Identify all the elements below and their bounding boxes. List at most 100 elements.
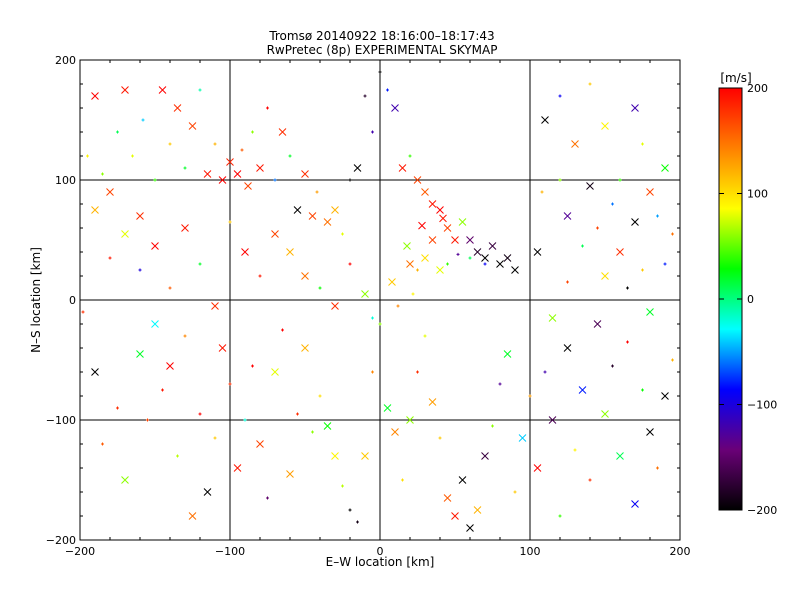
data-point [161,388,164,392]
marker-cross [428,398,437,406]
marker-plus [491,424,494,428]
marker-plus [168,142,172,146]
data-point [244,182,252,190]
colorbar-ticks: 200 100 0 −100 −200 [719,82,777,517]
marker-plus [146,418,149,422]
marker-plus [101,172,104,176]
marker-cross [271,230,279,238]
data-point [588,82,592,86]
marker-cross [533,248,542,256]
marker-cross [106,188,114,196]
data-point [661,164,669,172]
marker-plus [81,310,85,314]
marker-cross [451,236,459,244]
data-point [498,382,502,386]
data-point [601,272,609,280]
data-point [286,248,294,256]
data-point [601,122,609,130]
data-point [121,86,129,94]
marker-cross [173,104,182,112]
data-point [403,242,411,250]
marker-cross [661,392,669,400]
data-point [296,412,299,416]
marker-cross [563,344,572,352]
data-point [323,422,332,430]
data-point [101,442,104,446]
data-point [518,434,527,442]
data-point [331,452,339,460]
marker-plus [251,364,254,368]
data-point [458,476,467,484]
data-point [641,388,644,392]
data-point [581,244,584,248]
y-tick-label: −100 [46,414,76,427]
data-point [168,142,172,146]
data-point [428,236,437,244]
marker-cross [646,428,654,436]
marker-plus [456,252,460,256]
data-point [578,386,587,394]
marker-plus [116,130,119,134]
marker-cross [331,452,339,460]
marker-plus [671,358,674,362]
marker-plus [266,106,269,110]
data-point [341,232,344,236]
marker-plus [626,340,629,344]
marker-cross [136,350,144,358]
data-point [443,494,452,502]
marker-cross [331,206,339,214]
marker-cross [473,506,482,514]
data-point [241,248,249,256]
marker-plus [273,178,277,182]
data-point [288,154,292,158]
x-axis-label: E–W location [km] [326,555,435,569]
marker-plus [671,232,674,236]
data-point [558,94,562,98]
marker-cross [91,92,99,100]
data-point [108,256,112,260]
marker-cross [121,230,129,238]
data-point [466,524,474,532]
y-tick-label: 0 [69,294,76,307]
data-point [593,320,602,328]
marker-cross [121,476,129,484]
data-point [258,274,262,278]
data-point [233,170,242,178]
marker-cross [488,242,497,250]
marker-plus [416,268,419,272]
marker-plus [296,412,299,416]
data-point [558,514,562,518]
data-point [563,212,572,220]
data-point [315,190,319,194]
data-point [331,302,339,310]
data-point [218,344,227,352]
marker-cross [496,260,504,268]
marker-cross [91,206,99,214]
marker-plus [656,214,659,218]
marker-cross [548,314,557,322]
marker-plus [513,490,517,494]
marker-cross [391,428,399,436]
data-point [240,148,244,152]
data-point [138,268,142,272]
marker-cross [226,158,234,166]
data-point [301,344,309,352]
data-point [228,382,232,386]
data-point [213,436,217,440]
data-point [183,166,187,170]
marker-cross [91,368,99,376]
marker-cross [631,104,639,112]
marker-plus [411,292,415,296]
data-point [243,418,247,422]
marker-plus [566,280,569,284]
marker-cross [244,182,252,190]
marker-cross [323,218,332,226]
marker-plus [468,256,472,260]
marker-cross [458,218,467,226]
marker-plus [596,226,599,230]
marker-cross [301,170,309,178]
data-point [428,398,437,406]
marker-plus [161,388,164,392]
data-point [646,308,654,316]
marker-plus [543,370,547,374]
